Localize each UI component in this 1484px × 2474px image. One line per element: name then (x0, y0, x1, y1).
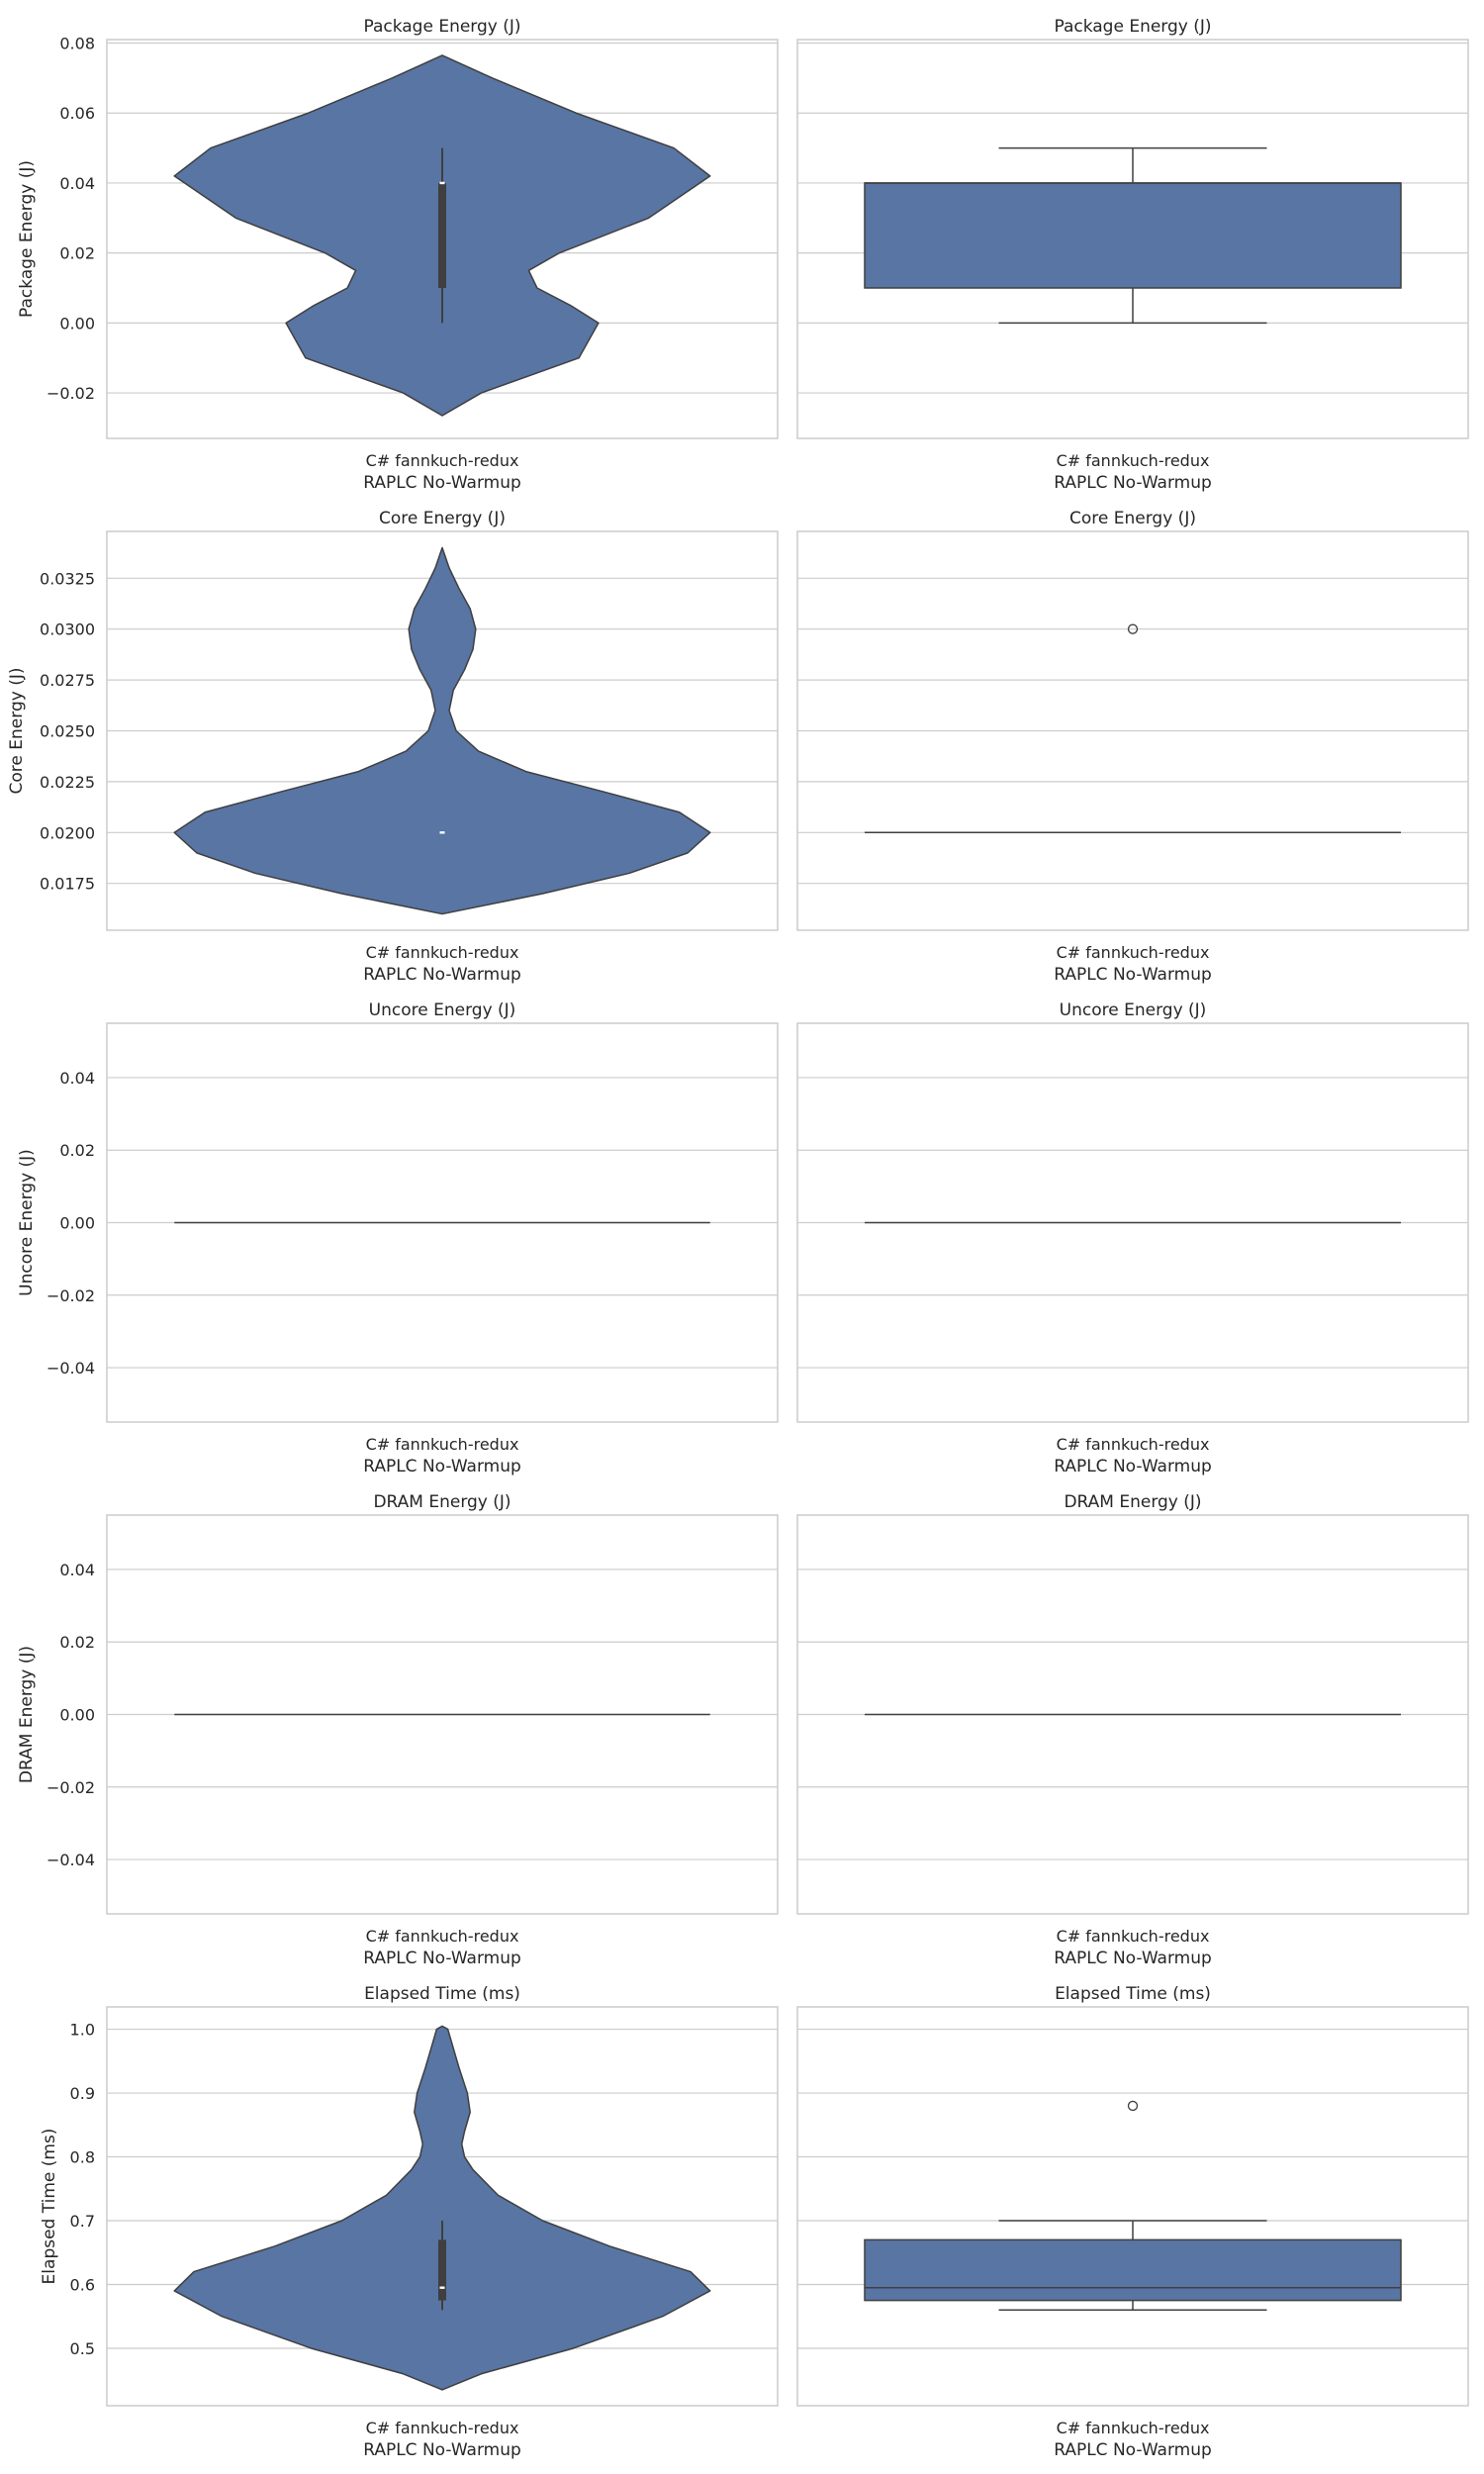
y-tick-label: 0.08 (59, 35, 95, 53)
y-tick-label: 0.0325 (40, 569, 95, 588)
y-tick-label: −0.02 (46, 1286, 95, 1305)
subplot-6: Uncore Energy (J) C# fannkuch-redux RAPLC … (796, 1000, 1469, 1476)
y-tick-label: 0.06 (59, 104, 95, 123)
y-tick-label: 0.7 (70, 2212, 95, 2231)
box-outlier (1127, 623, 1139, 634)
y-tick-label: 0.04 (59, 174, 95, 193)
axes-frame (106, 2006, 779, 2407)
box-iqr (864, 2238, 1402, 2302)
y-tick-label: 0.8 (70, 2148, 95, 2167)
axes-frame (106, 530, 779, 931)
x-tick-label: C# fannkuch-redux (1057, 2419, 1210, 2437)
violin-median (439, 831, 445, 834)
x-tick-label: C# fannkuch-redux (366, 943, 519, 962)
subplot-2: Package Energy (J) C# fannkuch-redux RAPLC… (796, 17, 1469, 493)
x-tick-label: C# fannkuch-redux (366, 1927, 519, 1946)
y-tick-label: 0.00 (59, 1214, 95, 1233)
axes-frame (796, 530, 1469, 931)
subplot-8: DRAM Energy (J) C# fannkuch-redux RAPLC No… (796, 1492, 1469, 1968)
axes-frame (796, 1022, 1469, 1423)
y-tick-label: 0.6 (70, 2275, 95, 2294)
x-axis-label: RAPLC No-Warmup (1054, 1949, 1212, 1968)
y-tick-label: 0.0250 (40, 722, 95, 741)
y-tick-label: 1.0 (70, 2021, 95, 2040)
x-axis-label: RAPLC No-Warmup (1054, 1457, 1212, 1476)
x-axis-label: RAPLC No-Warmup (1054, 473, 1212, 493)
y-tick-label: 0.5 (70, 2339, 95, 2358)
subplot-5: Uncore Energy (J) −0.04 −0.02 0.00 0.02 0.04 U… (17, 1000, 779, 1476)
subplot-7: DRAM Energy (J) −0.04 −0.02 0.00 0.02 0.04 DRA… (17, 1492, 779, 1968)
violin-median (439, 181, 445, 185)
y-tick-label: 0.0225 (40, 773, 95, 792)
box-iqr (864, 182, 1402, 289)
violin-iqr (438, 2239, 446, 2301)
axes-frame (106, 1022, 779, 1423)
axes-frame (796, 2006, 1469, 2407)
y-tick-label: 0.02 (59, 1141, 95, 1160)
x-tick-label: C# fannkuch-redux (1057, 943, 1210, 962)
x-tick-label: C# fannkuch-redux (366, 2419, 519, 2437)
x-tick-label: C# fannkuch-redux (366, 1435, 519, 1454)
y-axis-label: DRAM Energy (J) (17, 1646, 37, 1783)
chart-title: Elapsed Time (ms) (364, 1984, 520, 2004)
x-axis-label: RAPLC No-Warmup (363, 1457, 521, 1476)
y-tick-label: 0.00 (59, 314, 95, 333)
y-tick-label: 0.0200 (40, 823, 95, 842)
chart-title: DRAM Energy (J) (373, 1492, 510, 1512)
y-tick-label: −0.02 (46, 1778, 95, 1797)
x-tick-label: C# fannkuch-redux (1057, 1435, 1210, 1454)
subplot-9: Elapsed Time (ms) 0.5 0.6 0.7 0.8 0.9 1.0 Elaps… (40, 1984, 779, 2460)
y-tick-label: −0.02 (46, 384, 95, 403)
x-axis-label: RAPLC No-Warmup (1054, 965, 1212, 985)
axes-frame (106, 39, 779, 439)
y-tick-label: 0.0300 (40, 620, 95, 639)
y-axis-label: Uncore Energy (J) (17, 1149, 37, 1296)
x-tick-label: C# fannkuch-redux (366, 451, 519, 470)
y-tick-label: 0.00 (59, 1706, 95, 1725)
violin-body (173, 546, 711, 915)
y-tick-label: 0.04 (59, 1069, 95, 1088)
chart-title: Uncore Energy (J) (369, 1000, 516, 1020)
x-axis-label: RAPLC No-Warmup (363, 965, 521, 985)
y-tick-label: 0.9 (70, 2084, 95, 2103)
subplot-4: Core Energy (J) C# fannkuch-redux RAPLC No… (796, 509, 1469, 985)
x-axis-label: RAPLC No-Warmup (363, 1949, 521, 1968)
x-tick-label: C# fannkuch-redux (1057, 1927, 1210, 1946)
axes-frame (106, 1514, 779, 1915)
axes-frame (796, 39, 1469, 439)
subplot-10: Elapsed Time (ms) C# fannkuch-redux RAPLC … (796, 1984, 1469, 2460)
box-outlier (1127, 2100, 1139, 2112)
chart-title: Core Energy (J) (379, 509, 506, 528)
y-tick-label: 0.04 (59, 1561, 95, 1579)
y-tick-label: 0.02 (59, 1633, 95, 1652)
x-axis-label: RAPLC No-Warmup (363, 473, 521, 493)
y-tick-label: −0.04 (46, 1851, 95, 1869)
y-tick-label: 0.02 (59, 244, 95, 263)
violin-median (439, 2286, 445, 2289)
axes-frame (796, 1514, 1469, 1915)
chart-title: Package Energy (J) (363, 17, 520, 37)
chart-title: Package Energy (J) (1054, 17, 1211, 37)
violin-iqr (438, 182, 446, 288)
y-tick-label: 0.0175 (40, 875, 95, 894)
subplot-1: Package Energy (J) −0.02 0.00 0.02 0.04 0.06 0… (17, 17, 779, 493)
y-tick-label: 0.0275 (40, 671, 95, 690)
y-tick-label: −0.04 (46, 1359, 95, 1378)
chart-title: DRAM Energy (J) (1064, 1492, 1201, 1512)
y-axis-label: Core Energy (J) (7, 668, 27, 795)
subplot-3: Core Energy (J) 0.0175 0.0200 0.0225 0.0250 0… (7, 509, 779, 985)
x-tick-label: C# fannkuch-redux (1057, 451, 1210, 470)
violin-body (173, 2025, 711, 2391)
y-axis-label: Elapsed Time (ms) (40, 2129, 59, 2285)
y-axis-label: Package Energy (J) (17, 160, 37, 318)
chart-title: Core Energy (J) (1069, 509, 1196, 528)
chart-title: Elapsed Time (ms) (1055, 1984, 1211, 2004)
chart-title: Uncore Energy (J) (1060, 1000, 1207, 1020)
x-axis-label: RAPLC No-Warmup (1054, 2440, 1212, 2460)
x-axis-label: RAPLC No-Warmup (363, 2440, 521, 2460)
